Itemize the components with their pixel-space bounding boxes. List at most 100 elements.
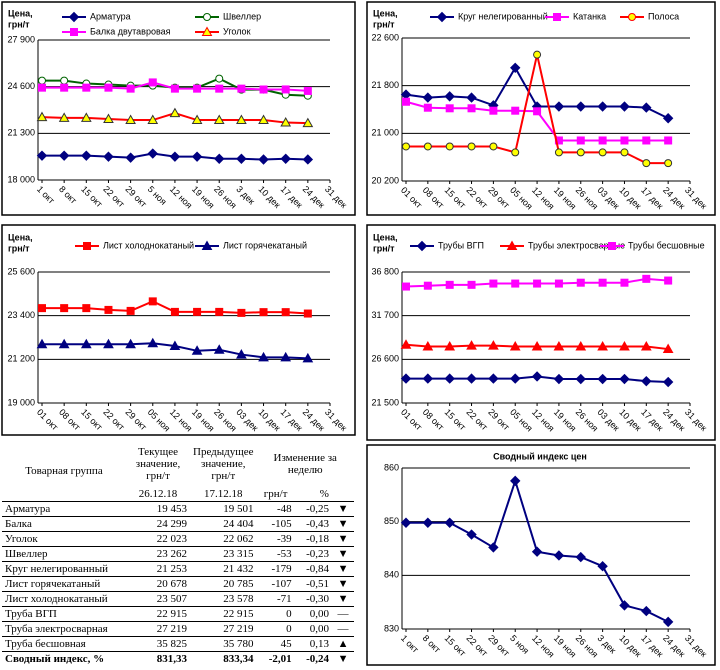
x-tick-label: 8 окт bbox=[57, 184, 79, 206]
x-tick-label: 29 окт bbox=[486, 185, 511, 210]
x-tick-label: 19 ноя bbox=[552, 185, 579, 212]
x-tick-label: 5 ноя bbox=[146, 184, 169, 207]
marker bbox=[147, 148, 158, 159]
x-tick-label: 24 дек bbox=[301, 184, 327, 210]
marker bbox=[38, 76, 46, 85]
x-tick-label: 19 ноя bbox=[190, 407, 217, 434]
marker bbox=[281, 85, 290, 94]
marker bbox=[466, 340, 477, 350]
x-tick-label: 24 дек bbox=[661, 633, 687, 659]
marker bbox=[576, 278, 585, 287]
y-tick-label: 21 000 bbox=[371, 128, 399, 138]
cell: Труба электросварная bbox=[2, 621, 126, 637]
marker bbox=[103, 113, 114, 124]
marker bbox=[444, 373, 455, 384]
marker bbox=[103, 338, 114, 349]
cell: -48 bbox=[256, 501, 295, 517]
cell: 0 bbox=[256, 621, 295, 637]
x-tick-label: 31 дек bbox=[683, 407, 709, 433]
x-tick-label: 10 дек bbox=[617, 633, 643, 659]
marker bbox=[38, 83, 46, 92]
legend-label: Лист холоднокатаный bbox=[103, 240, 194, 250]
marker bbox=[170, 307, 179, 316]
cell: -0,24 bbox=[294, 651, 333, 666]
x-tick-label: 12 ноя bbox=[168, 184, 195, 211]
marker bbox=[466, 529, 477, 540]
y-tick-label: 20 200 bbox=[371, 175, 399, 185]
marker bbox=[575, 551, 586, 563]
table-row: Сводный индекс, % 831,33 833,34 -2,01 -0,24 ▼ bbox=[2, 651, 354, 666]
marker bbox=[510, 62, 521, 73]
marker bbox=[213, 114, 225, 125]
cell: ▼ bbox=[332, 651, 354, 666]
marker bbox=[36, 111, 48, 122]
marker bbox=[664, 159, 673, 168]
marker bbox=[58, 338, 70, 349]
marker bbox=[236, 153, 247, 164]
marker bbox=[215, 307, 224, 316]
x-tick-label: 5 ноя bbox=[508, 633, 531, 656]
marker bbox=[445, 104, 454, 113]
marker bbox=[60, 83, 69, 92]
marker bbox=[400, 339, 412, 349]
cell: 24 404 bbox=[190, 516, 257, 532]
marker bbox=[302, 352, 314, 363]
marker bbox=[575, 373, 586, 385]
marker bbox=[169, 107, 181, 118]
panel-frame bbox=[366, 444, 716, 666]
marker bbox=[597, 101, 608, 112]
marker bbox=[467, 104, 476, 113]
cell: 45 bbox=[256, 636, 295, 652]
y-tick-label: 24 600 bbox=[7, 81, 35, 91]
x-tick-label: 22 окт bbox=[464, 185, 489, 210]
cell: 23 507 bbox=[126, 591, 190, 607]
table-row: Лист горячекатаный 20 678 20 785 -107 -0,51 ▼ bbox=[2, 576, 354, 592]
cell: -2,01 bbox=[256, 651, 295, 666]
x-tick-label: 17 дек bbox=[639, 185, 665, 211]
marker bbox=[126, 306, 135, 315]
legend-label: Швеллер bbox=[223, 11, 261, 21]
marker bbox=[103, 151, 114, 162]
cell: -107 bbox=[256, 576, 295, 592]
marker bbox=[662, 616, 674, 628]
cell: 20 678 bbox=[126, 576, 190, 592]
marker bbox=[642, 159, 651, 168]
legend-marker bbox=[608, 242, 616, 250]
cell: ▼ bbox=[332, 561, 354, 577]
cell: -0,84 bbox=[294, 561, 333, 577]
table-row: Труба бесшовная 35 825 35 780 45 0,13 ▲ bbox=[2, 636, 354, 652]
marker bbox=[303, 309, 312, 318]
x-tick-label: 12 ноя bbox=[530, 633, 557, 660]
marker bbox=[58, 112, 70, 122]
cell: ▼ bbox=[332, 531, 354, 547]
x-tick-label: 8 окт bbox=[421, 633, 443, 655]
marker bbox=[422, 340, 434, 351]
x-tick-label: 12 ноя bbox=[530, 185, 557, 212]
marker bbox=[597, 561, 608, 572]
marker bbox=[400, 373, 412, 384]
cell: -53 bbox=[256, 546, 295, 562]
marker bbox=[213, 344, 225, 354]
legend-label: Трубы ВГП bbox=[438, 240, 484, 250]
x-tick-label: 05 ноя bbox=[508, 185, 535, 212]
cell: 831,33 bbox=[126, 651, 190, 666]
cell: Труба бесшовная bbox=[2, 636, 126, 652]
cell: 19 501 bbox=[190, 501, 257, 517]
x-tick-label: 31 дек bbox=[323, 184, 349, 210]
x-tick-label: 26 ноя bbox=[212, 407, 239, 434]
cell: 22 023 bbox=[126, 531, 190, 547]
legend-marker bbox=[436, 11, 448, 23]
price-table: Товарная группа Текущее значение, грн/т … bbox=[2, 441, 354, 666]
marker bbox=[258, 351, 269, 362]
marker bbox=[402, 282, 410, 291]
marker bbox=[642, 136, 651, 145]
marker bbox=[510, 373, 521, 384]
marker bbox=[597, 373, 608, 385]
table-row: Труба электросварная 27 219 27 219 0 0,00— bbox=[2, 621, 354, 637]
marker bbox=[554, 148, 563, 157]
x-tick-label: 03 дек bbox=[596, 407, 622, 433]
cell: 22 062 bbox=[190, 531, 257, 547]
legend-label: Балка двутавровая bbox=[90, 26, 171, 36]
marker bbox=[575, 340, 587, 351]
